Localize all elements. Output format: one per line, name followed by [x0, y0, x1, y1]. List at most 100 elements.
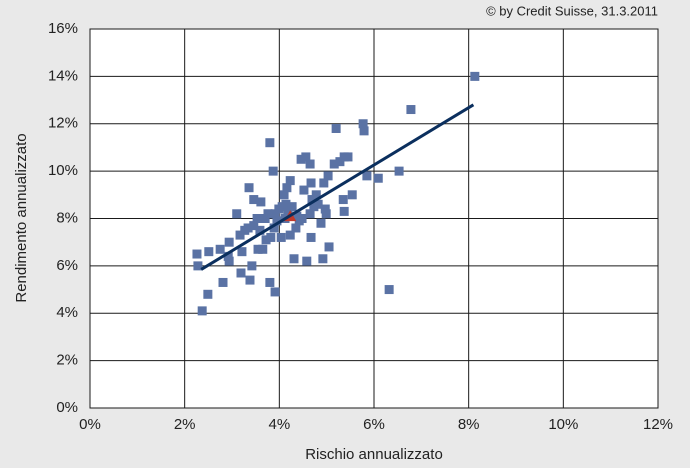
- point: [318, 254, 328, 264]
- point: [192, 249, 202, 259]
- point: [247, 261, 257, 271]
- x-axis-title: Rischio annualizzato: [305, 446, 443, 463]
- y-tick-label: 6%: [56, 257, 78, 274]
- source-note: © by Credit Suisse, 31.3.2011: [486, 3, 658, 18]
- point: [311, 190, 321, 200]
- x-tick-label: 2%: [174, 416, 196, 433]
- point: [302, 256, 312, 266]
- point: [197, 306, 207, 316]
- point: [249, 221, 259, 231]
- point: [193, 261, 203, 271]
- point: [292, 211, 302, 221]
- point: [281, 199, 291, 209]
- point: [287, 202, 297, 212]
- y-axis-title: Rendimento annualizzato: [13, 133, 30, 302]
- point: [384, 285, 394, 295]
- point: [296, 154, 306, 164]
- point: [261, 235, 271, 245]
- point: [313, 199, 323, 209]
- point: [279, 190, 289, 200]
- point: [236, 268, 246, 278]
- point: [329, 159, 339, 169]
- point: [270, 287, 280, 297]
- point: [245, 275, 255, 285]
- point: [358, 119, 368, 129]
- x-tick-label: 10%: [548, 416, 578, 433]
- point: [406, 105, 416, 115]
- point: [258, 244, 268, 254]
- x-tick-label: 4%: [268, 416, 290, 433]
- point: [321, 209, 331, 219]
- y-tick-label: 10%: [48, 162, 78, 179]
- point: [266, 232, 276, 242]
- point: [255, 225, 265, 235]
- point: [253, 244, 263, 254]
- y-tick-label: 8%: [56, 209, 78, 226]
- point: [224, 256, 234, 266]
- point: [215, 244, 225, 254]
- point: [394, 166, 404, 176]
- point: [338, 195, 348, 205]
- point: [270, 209, 280, 219]
- point: [265, 277, 275, 287]
- point: [343, 152, 353, 162]
- point: [316, 218, 326, 228]
- x-tick-label: 6%: [363, 416, 385, 433]
- point: [299, 185, 309, 195]
- point: [232, 209, 242, 219]
- y-tick-label: 2%: [56, 352, 78, 369]
- point: [204, 247, 214, 257]
- y-tick-label: 14%: [48, 67, 78, 84]
- point: [224, 237, 234, 247]
- point: [285, 176, 295, 186]
- point: [331, 123, 341, 133]
- point: [269, 223, 279, 233]
- point: [305, 159, 315, 169]
- point: [470, 71, 480, 81]
- point: [324, 242, 334, 252]
- point: [237, 247, 247, 257]
- point: [306, 232, 316, 242]
- point: [218, 277, 228, 287]
- y-tick-label: 16%: [48, 20, 78, 37]
- point: [306, 178, 316, 188]
- point: [285, 230, 295, 240]
- point: [283, 206, 293, 216]
- point: [203, 289, 213, 299]
- y-tick-label: 4%: [56, 304, 78, 321]
- point: [335, 157, 345, 167]
- point: [265, 138, 275, 148]
- point: [323, 171, 333, 181]
- x-tick-label: 12%: [643, 416, 673, 433]
- point: [223, 251, 233, 261]
- y-tick-label: 0%: [56, 399, 78, 416]
- point: [289, 254, 299, 264]
- point: [256, 197, 266, 207]
- point: [249, 195, 259, 205]
- point: [282, 183, 292, 193]
- point: [291, 223, 301, 233]
- point: [235, 230, 245, 240]
- point: [244, 183, 254, 193]
- point: [347, 190, 357, 200]
- x-tick-label: 0%: [79, 416, 101, 433]
- point: [362, 171, 372, 181]
- point: [263, 209, 273, 219]
- point: [272, 216, 282, 226]
- point: [359, 126, 369, 136]
- point: [243, 223, 253, 233]
- trend-line: [200, 103, 475, 271]
- point: [252, 214, 262, 223]
- point: [268, 166, 278, 176]
- point: [260, 214, 270, 223]
- point: [320, 204, 330, 214]
- point: [301, 152, 311, 162]
- point: [305, 209, 315, 219]
- y-tick-label: 12%: [48, 115, 78, 132]
- point: [339, 206, 349, 216]
- point: [319, 178, 329, 188]
- x-tick-label: 8%: [458, 416, 480, 433]
- point: [307, 195, 317, 205]
- point: [373, 173, 383, 183]
